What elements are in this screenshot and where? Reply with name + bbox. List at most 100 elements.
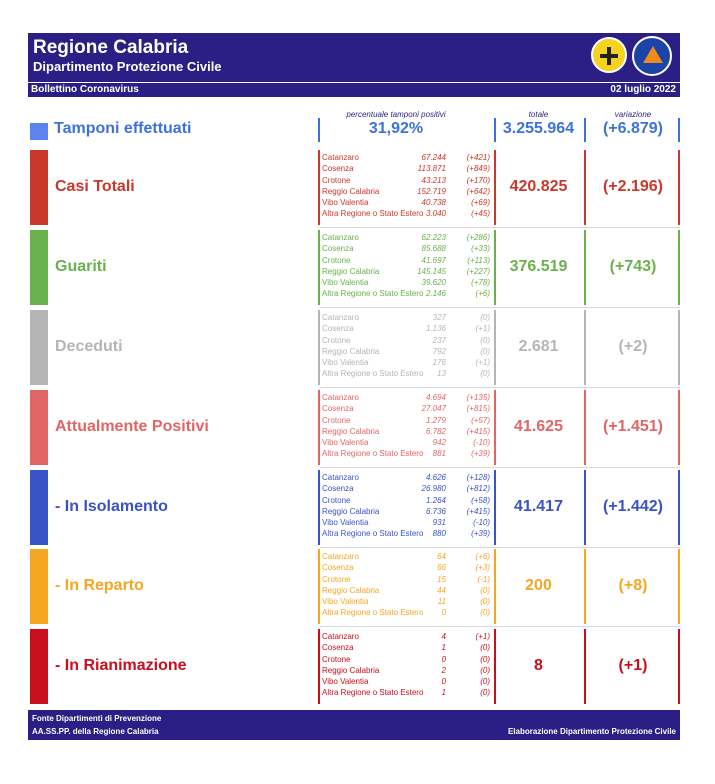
province-delta: (+849)	[466, 164, 490, 174]
province-line: Cosenza 113.871 (+849)	[322, 163, 490, 174]
province-name: Crotone	[322, 654, 351, 664]
row-change: (+8)	[618, 577, 648, 594]
province-line: Vibo Valentia 39.620 (+78)	[322, 277, 490, 288]
province-value: 4.626	[425, 473, 446, 482]
province-value: 942	[432, 438, 446, 448]
province-delta: (+6)	[475, 552, 490, 561]
province-line: Catanzaro 327 (0)	[322, 312, 490, 323]
province-name: Altra Regione o Stato Estero	[322, 369, 424, 379]
province-value: 67.244	[421, 153, 446, 162]
province-line: Cosenza 85.688 (+33)	[322, 243, 490, 254]
province-delta: (0)	[480, 608, 490, 618]
row-change: (+1)	[618, 657, 648, 674]
province-delta: (0)	[480, 313, 490, 322]
row-label: Deceduti	[55, 338, 123, 355]
province-value: 237	[432, 335, 446, 345]
province-value: 6.736	[425, 506, 446, 516]
divider	[678, 150, 680, 225]
province-delta: (+39)	[471, 529, 490, 539]
divider	[318, 629, 320, 704]
divider	[318, 390, 320, 465]
province-delta: (+170)	[466, 175, 490, 185]
row-total: 200	[525, 577, 552, 594]
divider	[494, 629, 496, 704]
province-name: Reggio Calabria	[322, 665, 380, 675]
province-value: 1.136	[425, 324, 446, 334]
province-delta: (+69)	[471, 198, 490, 208]
province-value: 66	[437, 563, 446, 573]
province-value: 43.213	[421, 175, 446, 185]
divider	[494, 470, 496, 545]
bulletin-date: 02 luglio 2022	[610, 84, 676, 95]
divider	[678, 310, 680, 385]
province-value: 0	[441, 654, 446, 664]
province-delta: (+642)	[466, 186, 490, 196]
province-delta: (+415)	[466, 506, 490, 516]
province-line: Crotone 0 (0)	[322, 654, 490, 665]
province-line: Crotone 15 (-1)	[322, 574, 490, 585]
province-name: Altra Regione o Stato Estero	[322, 209, 424, 219]
row-change: (+743)	[609, 258, 657, 275]
province-name: Cosenza	[322, 404, 354, 414]
province-line: Catanzaro 4.694 (+135)	[322, 392, 490, 403]
province-name: Altra Regione o Stato Estero	[322, 688, 424, 698]
department-subtitle: Dipartimento Protezione Civile	[33, 59, 222, 74]
divider	[494, 390, 496, 465]
divider	[494, 118, 496, 142]
footer-source-2: AA.SS.PP. della Regione Calabria	[32, 727, 159, 736]
row-separator	[320, 227, 680, 228]
province-value: 64	[437, 552, 446, 561]
province-name: Reggio Calabria	[322, 186, 380, 196]
divider	[494, 310, 496, 385]
province-delta: (+1)	[475, 324, 490, 334]
bulletin-title: Bollettino Coronavirus	[31, 84, 139, 95]
divider	[494, 230, 496, 305]
province-line: Reggio Calabria 152.719 (+642)	[322, 186, 490, 197]
province-delta: (0)	[480, 346, 490, 356]
province-delta: (+33)	[471, 244, 490, 254]
province-name: Cosenza	[322, 164, 354, 174]
province-delta: (+39)	[471, 449, 490, 459]
row-total: 2.681	[518, 338, 559, 355]
province-delta: (+57)	[471, 415, 490, 425]
row-total: 376.519	[509, 258, 568, 275]
row-color-bar	[30, 230, 48, 305]
tamponi-change: (+6.879)	[602, 120, 664, 137]
province-value: 15	[437, 574, 446, 584]
province-value: 1.264	[425, 495, 446, 505]
province-value: 880	[432, 529, 446, 539]
province-value: 113.871	[417, 164, 446, 174]
divider	[584, 118, 586, 142]
province-name: Vibo Valentia	[322, 358, 369, 368]
province-delta: (+58)	[471, 495, 490, 505]
stat-row: Attualmente Positivi Catanzaro 4.694 (+135)…	[0, 390, 715, 465]
province-breakdown: Catanzaro 4.626 (+128) Cosenza 26.980 (+812) C…	[322, 472, 490, 540]
province-line: Cosenza 27.047 (+815)	[322, 403, 490, 414]
region-title: Regione Calabria	[33, 37, 189, 58]
province-name: Crotone	[322, 574, 351, 584]
province-breakdown: Catanzaro 4.694 (+135) Cosenza 27.047 (+815) C…	[322, 392, 490, 460]
province-delta: (+6)	[475, 289, 490, 299]
province-name: Reggio Calabria	[322, 346, 380, 356]
province-value: 792	[432, 346, 446, 356]
province-delta: (+128)	[466, 473, 490, 482]
divider	[678, 470, 680, 545]
tamponi-positive-pct: 31,92%	[368, 120, 424, 137]
province-value: 6.782	[425, 426, 446, 436]
province-value: 0	[441, 608, 446, 618]
province-name: Reggio Calabria	[322, 506, 380, 516]
divider	[318, 150, 320, 225]
row-separator	[320, 387, 680, 388]
stat-row: - In Reparto Catanzaro 64 (+6) Cosenza 66 (+3)…	[0, 549, 715, 624]
province-name: Cosenza	[322, 563, 354, 573]
province-line: Catanzaro 4.626 (+128)	[322, 472, 490, 483]
province-delta: (+78)	[471, 278, 490, 288]
province-value: 0	[441, 677, 446, 687]
tamponi-total: 3.255.964	[502, 120, 575, 137]
province-value: 327	[432, 313, 446, 322]
row-separator	[320, 626, 680, 627]
row-label: Attualmente Positivi	[55, 418, 209, 435]
province-delta: (+286)	[466, 233, 490, 242]
province-line: Altra Regione o Stato Estero 2.146 (+6)	[322, 288, 490, 299]
